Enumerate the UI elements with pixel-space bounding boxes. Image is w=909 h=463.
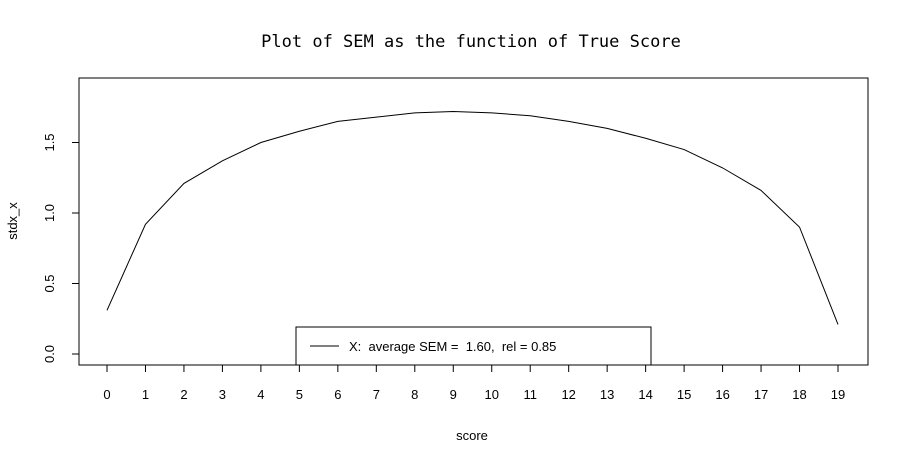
data-point bbox=[759, 188, 763, 192]
chart-title: Plot of SEM as the function of True Scor… bbox=[261, 32, 681, 52]
x-tick-label: 16 bbox=[715, 387, 729, 402]
x-tick-label: 11 bbox=[523, 387, 537, 402]
data-point bbox=[605, 126, 609, 130]
data-point bbox=[451, 109, 455, 113]
series-layer bbox=[105, 109, 840, 326]
x-tick-label: 8 bbox=[411, 387, 418, 402]
data-point bbox=[798, 225, 802, 229]
x-tick-label: 18 bbox=[792, 387, 806, 402]
y-tick-label: 0.0 bbox=[42, 345, 57, 363]
x-tick-label: 10 bbox=[485, 387, 499, 402]
x-tick-label: 1 bbox=[142, 387, 149, 402]
data-point bbox=[682, 148, 686, 152]
data-point bbox=[143, 222, 147, 226]
data-point bbox=[374, 115, 378, 119]
data-point bbox=[528, 114, 532, 118]
x-tick-label: 7 bbox=[373, 387, 380, 402]
plot-area-frame bbox=[78, 77, 869, 366]
data-point bbox=[105, 308, 109, 312]
x-tick-label: 3 bbox=[219, 387, 226, 402]
x-tick-label: 13 bbox=[600, 387, 614, 402]
legend-box bbox=[295, 326, 652, 366]
x-tick-label: 9 bbox=[450, 387, 457, 402]
x-tick-label: 6 bbox=[334, 387, 341, 402]
x-tick-label: 12 bbox=[561, 387, 575, 402]
data-point bbox=[297, 129, 301, 133]
x-axis: 0 1 2 3 4 5 6 7 8 9 10 11 12 13 14 15 16 17 18 19 bbox=[103, 364, 845, 402]
x-tick-label: 19 bbox=[831, 387, 845, 402]
x-tick-label: 0 bbox=[103, 387, 110, 402]
data-point bbox=[220, 159, 224, 163]
y-tick-label: 0.5 bbox=[42, 274, 57, 292]
x-tick-label: 4 bbox=[257, 387, 264, 402]
y-axis: 0.0 0.5 1.0 1.5 bbox=[42, 133, 80, 363]
x-tick-label: 5 bbox=[296, 387, 303, 402]
legend-label: X: average SEM = 1.60, rel = 0.85 bbox=[349, 339, 556, 354]
data-point bbox=[721, 166, 725, 170]
x-tick-label: 15 bbox=[677, 387, 691, 402]
y-tick-label: 1.0 bbox=[42, 204, 57, 222]
x-tick-label: 14 bbox=[638, 387, 652, 402]
data-point bbox=[567, 119, 571, 123]
data-point bbox=[182, 181, 186, 185]
x-tick-label: 2 bbox=[180, 387, 187, 402]
data-point bbox=[490, 111, 494, 115]
series-line bbox=[106, 110, 839, 325]
x-tick-label: 17 bbox=[754, 387, 768, 402]
data-point bbox=[836, 322, 840, 326]
data-point bbox=[413, 111, 417, 115]
legend: X: average SEM = 1.60, rel = 0.85 bbox=[295, 326, 652, 366]
y-axis-label: stdx_x bbox=[5, 202, 20, 240]
y-tick-label: 1.5 bbox=[42, 133, 57, 151]
data-point bbox=[259, 141, 263, 145]
data-point bbox=[336, 119, 340, 123]
x-axis-label: score bbox=[456, 428, 488, 443]
data-point bbox=[644, 136, 648, 140]
